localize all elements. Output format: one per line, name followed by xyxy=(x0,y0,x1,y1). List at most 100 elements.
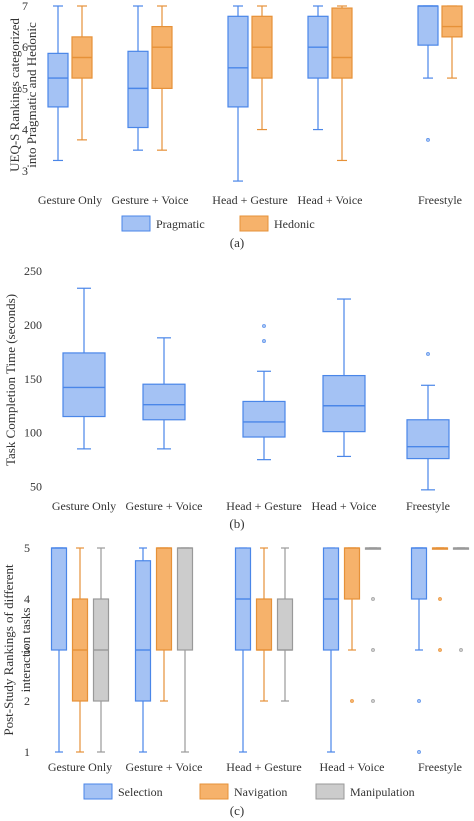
box-2-series-0 xyxy=(242,324,286,461)
y-axis-label: interaction tasks xyxy=(18,608,33,693)
box-1-series-0 xyxy=(142,337,186,450)
box-iqr xyxy=(151,25,173,89)
box-iqr xyxy=(227,15,249,108)
box-4-series-1 xyxy=(431,547,449,652)
box-4-series-0 xyxy=(417,5,439,142)
box-4-series-2 xyxy=(452,547,470,652)
box-1-series-0 xyxy=(134,547,152,753)
box-2-series-0 xyxy=(234,547,252,753)
box-iqr xyxy=(322,374,366,433)
box-3-series-0 xyxy=(307,5,329,131)
y-tick-label: 4 xyxy=(22,123,28,137)
x-category-label: Head + Voice xyxy=(312,499,377,513)
legend-swatch xyxy=(315,783,345,800)
outlier-point xyxy=(417,699,421,703)
outlier-point xyxy=(371,699,375,703)
outlier-point xyxy=(426,137,430,142)
legend: Pragmatic Hedonic xyxy=(121,215,315,232)
x-category-label: Gesture + Voice xyxy=(112,193,189,207)
panel-label: (c) xyxy=(230,803,244,818)
y-tick-label: 5 xyxy=(22,81,28,95)
box-3-series-0 xyxy=(322,547,340,753)
box-iqr xyxy=(255,598,273,651)
box-0-series-0 xyxy=(62,287,106,450)
legend-label: Manipulation xyxy=(350,785,415,799)
outlier-point xyxy=(438,648,442,652)
box-iqr xyxy=(417,5,439,46)
outlier-point xyxy=(426,352,430,356)
box-0-series-2 xyxy=(92,547,110,753)
x-category-label: Head + Gesture xyxy=(226,499,301,513)
x-category-label: Freestyle xyxy=(406,499,450,513)
y-tick-label: 50 xyxy=(30,480,42,494)
y-tick-label: 4 xyxy=(24,592,30,606)
box-iqr xyxy=(406,419,450,460)
box-4-series-1 xyxy=(441,5,463,79)
box-0-series-1 xyxy=(71,5,93,141)
box-iqr xyxy=(155,547,173,651)
box-iqr xyxy=(331,7,353,79)
x-category-label: Gesture Only xyxy=(38,193,102,207)
box-iqr xyxy=(242,400,286,438)
panel-label: (a) xyxy=(230,235,244,250)
outlier-point xyxy=(262,339,266,343)
y-tick-label: 7 xyxy=(22,0,28,13)
y-tick-label: 200 xyxy=(24,318,42,332)
outlier-point xyxy=(417,750,421,754)
y-tick-label: 3 xyxy=(24,643,30,657)
y-tick-label: 3 xyxy=(22,164,28,178)
y-tick-label: 2 xyxy=(24,694,30,708)
box-iqr xyxy=(176,547,194,651)
box-iqr xyxy=(343,547,361,600)
box-2-series-0 xyxy=(227,5,249,182)
box-1-series-2 xyxy=(176,547,194,753)
y-tick-label: 100 xyxy=(24,426,42,440)
box-2-series-1 xyxy=(251,5,273,131)
box-0-series-0 xyxy=(50,547,68,753)
box-3-series-2 xyxy=(364,547,382,703)
x-category-label: Freestyle xyxy=(418,193,462,207)
outlier-point xyxy=(371,648,375,652)
box-iqr xyxy=(62,352,106,418)
y-axis-label: Task Completion Time (seconds) xyxy=(3,294,18,466)
outlier-point xyxy=(438,597,442,601)
box-0-series-0 xyxy=(47,5,69,162)
box-0-series-1 xyxy=(71,547,89,753)
box-2-series-2 xyxy=(276,547,294,702)
box-iqr xyxy=(410,547,428,600)
box-4-series-0 xyxy=(406,352,450,491)
legend-label: Pragmatic xyxy=(156,217,205,231)
y-tick-label: 150 xyxy=(24,372,42,386)
outlier-point xyxy=(371,597,375,601)
box-1-series-0 xyxy=(127,5,149,151)
box-iqr xyxy=(134,560,152,702)
outlier-point xyxy=(350,699,354,703)
box-1-series-1 xyxy=(155,547,173,702)
x-category-label: Head + Voice xyxy=(298,193,363,207)
outlier-point xyxy=(459,648,463,652)
chart-panel-3: 1 2 3 4 5 Post-Study Rankings of different int… xyxy=(1,541,470,818)
legend-label: Hedonic xyxy=(274,217,315,231)
box-1-series-1 xyxy=(151,5,173,151)
y-axis-label: Post-Study Rankings of different xyxy=(1,564,16,736)
legend-swatch xyxy=(199,783,229,800)
legend-label: Navigation xyxy=(234,785,287,799)
x-category-label: Head + Gesture xyxy=(226,760,301,774)
x-category-label: Freestyle xyxy=(418,760,462,774)
box-3-series-1 xyxy=(343,547,361,703)
x-category-label: Gesture + Voice xyxy=(126,499,203,513)
legend-label: Selection xyxy=(118,785,163,799)
box-4-series-0 xyxy=(410,547,428,754)
y-tick-label: 5 xyxy=(24,541,30,555)
x-category-label: Head + Voice xyxy=(320,760,385,774)
x-category-label: Gesture Only xyxy=(48,760,112,774)
box-iqr xyxy=(127,50,149,129)
y-tick-label: 6 xyxy=(22,40,28,54)
x-category-label: Gesture Only xyxy=(52,499,116,513)
box-iqr xyxy=(47,52,69,108)
outlier-point xyxy=(262,324,266,328)
legend-swatch xyxy=(83,783,113,800)
box-iqr xyxy=(142,383,186,421)
